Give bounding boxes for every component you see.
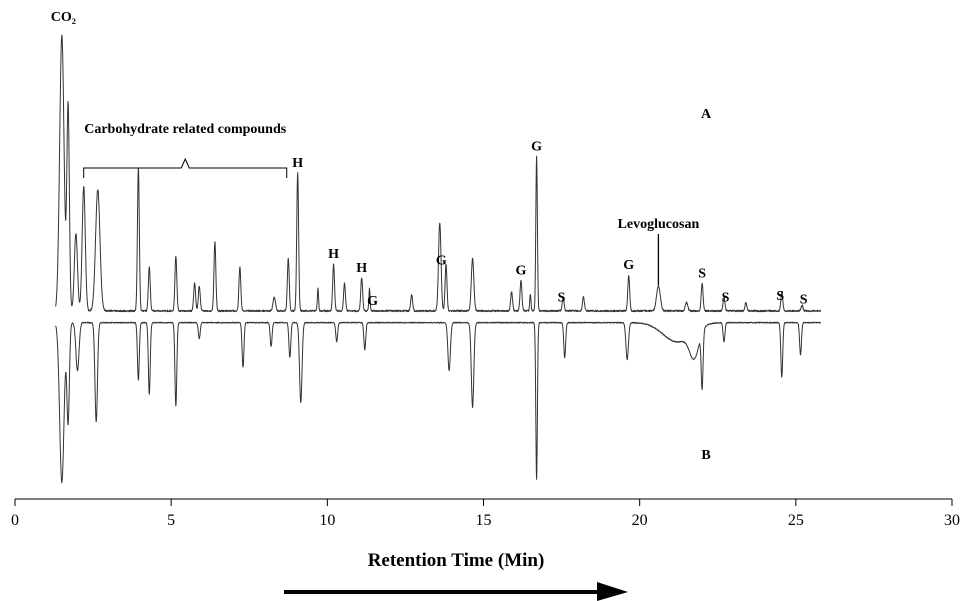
x-tick-label: 30 (944, 512, 960, 529)
annotation-label: S (800, 293, 808, 308)
annotation-label: G (367, 294, 378, 309)
annotation-label: CO₂ (51, 10, 76, 25)
x-tick-label: 10 (319, 512, 335, 529)
direction-arrow (284, 582, 628, 601)
annotation-label: G (516, 264, 527, 279)
annotation-label: S (698, 266, 706, 281)
annotation-label: H (328, 247, 339, 262)
x-tick-label: 15 (476, 512, 492, 529)
annotation-label: G (531, 139, 542, 154)
annotations-layer: CO₂ Carbohydrate related compounds H H H G G G G… (51, 10, 808, 463)
x-tick-label: 5 (167, 512, 175, 529)
annotation-label: G (623, 258, 634, 273)
x-axis-title: Retention Time (Min) (368, 550, 545, 571)
series-label-A: A (701, 107, 712, 122)
annotation-label: S (558, 291, 566, 306)
traces-layer (55, 34, 822, 484)
annotation-label: Carbohydrate related compounds (84, 122, 287, 137)
annotation-label: S (776, 289, 784, 304)
x-tick-label: 0 (11, 512, 19, 529)
carbohydrate-bracket (83, 157, 288, 178)
annotation-label: Levoglucosan (618, 217, 700, 232)
x-axis: 0 5 10 15 20 25 30 (11, 498, 960, 529)
series-B-trace (55, 321, 822, 484)
annotation-label: H (292, 156, 303, 171)
series-A-trace (55, 34, 822, 313)
x-tick-label: 20 (632, 512, 648, 529)
direction-arrow-head (597, 582, 628, 601)
x-tick-label: 25 (788, 512, 804, 529)
annotation-label: H (356, 261, 367, 276)
annotation-label: G (436, 254, 447, 269)
annotation-label: S (722, 291, 730, 306)
series-label-B: B (701, 448, 710, 463)
